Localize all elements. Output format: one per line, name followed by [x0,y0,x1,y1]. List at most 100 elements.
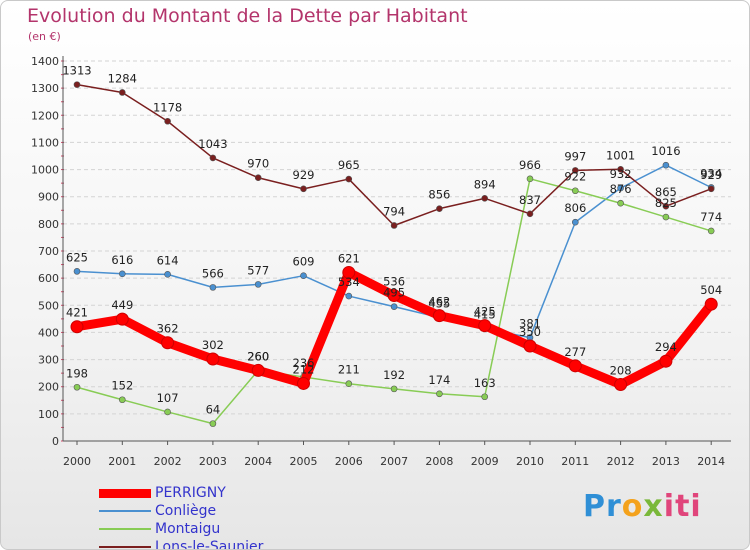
data-label: 577 [247,263,269,277]
y-tick-label: 1100 [31,136,59,149]
data-label: 163 [474,376,496,390]
data-point [209,284,217,291]
data-point [164,117,171,125]
data-point [300,185,307,193]
data-point [70,320,84,334]
data-point [436,390,443,398]
data-label: 894 [474,177,496,191]
data-label: 614 [157,253,179,267]
legend-swatch [99,546,151,548]
data-point [390,385,398,393]
y-tick-label: 200 [38,381,59,394]
data-point [704,297,718,311]
data-label: 107 [157,391,179,405]
x-tick-label: 2013 [652,455,680,468]
data-point [526,175,534,183]
data-label: 536 [383,275,405,289]
legend-swatch [99,489,151,498]
data-label: 1016 [651,144,680,158]
data-label: 934 [700,166,722,180]
y-tick-label: 700 [38,245,59,258]
data-point [119,270,126,278]
data-label: 211 [338,363,360,377]
data-point [662,202,670,210]
data-label: 825 [655,196,677,210]
data-label: 876 [610,182,632,196]
data-point [300,272,307,280]
data-point [707,227,715,235]
data-label: 64 [206,403,221,417]
data-label: 236 [293,356,315,370]
data-label: 625 [66,250,88,264]
y-tick-label: 500 [38,299,59,312]
data-point [617,184,624,192]
data-label: 929 [700,168,722,182]
data-label: 929 [293,168,315,182]
data-label: 794 [383,204,405,218]
data-point [571,218,579,226]
data-point [73,81,81,88]
data-point [119,89,126,96]
data-label: 260 [247,349,269,363]
data-label: 425 [474,305,496,319]
data-point [345,292,353,300]
x-tick-label: 2005 [290,455,318,468]
x-tick-label: 2011 [561,455,589,468]
data-label: 970 [247,157,269,171]
data-point [254,174,262,182]
data-point [390,222,398,229]
data-point [662,213,670,221]
x-tick-label: 2008 [425,455,453,468]
data-point [164,408,171,416]
data-label: 609 [293,255,315,269]
data-label: 966 [519,158,541,172]
x-tick-label: 2002 [154,455,182,468]
y-axis-ticks: 0 100 200 300 400 500 600 700 800 900 1000 1100 1200… [31,55,59,448]
x-tick-label: 2004 [244,455,272,468]
data-point [478,319,492,333]
data-point [206,352,220,366]
x-tick-label: 2000 [63,455,91,468]
legend-label: Montaigu [155,521,221,537]
data-point [387,289,401,303]
data-label: 1001 [606,148,635,162]
data-label: 449 [111,298,133,312]
y-tick-label: 1400 [31,55,59,68]
data-point [659,354,673,368]
data-label: 495 [383,286,405,300]
x-axis-ticks: 2000 2001 2002 2003 2004 2005 2006 2007 2008 2009… [63,455,725,468]
data-labels: 421 449 362 302 260 212 621 536 462 425 350 277 208 2… [62,64,722,417]
x-tick-label: 2014 [697,455,725,468]
data-point [523,339,537,353]
data-point [73,383,81,391]
data-point [251,363,265,377]
legend-label: Lons-le-Saunier [155,539,264,550]
data-point [617,166,624,173]
data-label: 381 [519,317,541,331]
data-label: 774 [700,210,722,224]
legend-item: PERRIGNY [99,485,359,503]
legend-item: Montaigu [99,521,359,539]
data-label: 621 [338,251,360,265]
data-label: 415 [474,307,496,321]
legend-item: Conliège [99,503,359,521]
data-point [481,195,489,202]
data-label: 1043 [198,137,227,151]
data-label: 865 [655,185,677,199]
data-label: 362 [157,322,179,336]
y-tick-label: 1300 [31,82,59,95]
data-point [568,359,582,373]
data-point [297,376,310,390]
x-tick-label: 2003 [199,455,227,468]
data-point [119,396,126,404]
data-label: 455 [428,297,450,311]
data-label: 192 [383,368,405,382]
y-tick-label: 300 [38,354,59,367]
data-point [707,185,715,193]
data-point [73,268,81,275]
data-label: 837 [519,193,541,207]
data-label: 212 [293,362,315,376]
data-point [115,312,129,326]
data-point [345,175,353,183]
